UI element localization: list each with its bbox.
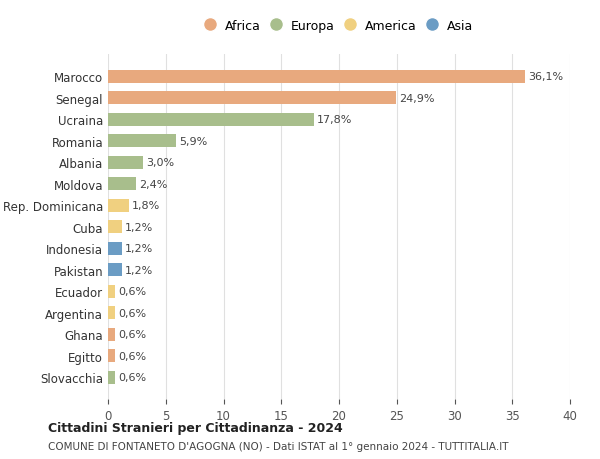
Text: 1,2%: 1,2% <box>125 265 154 275</box>
Text: 2,4%: 2,4% <box>139 179 167 189</box>
Text: 24,9%: 24,9% <box>399 94 434 104</box>
Bar <box>108 307 115 319</box>
Text: 0,6%: 0,6% <box>118 308 146 318</box>
Text: 0,6%: 0,6% <box>118 372 146 382</box>
Text: COMUNE DI FONTANETO D'AGOGNA (NO) - Dati ISTAT al 1° gennaio 2024 - TUTTITALIA.I: COMUNE DI FONTANETO D'AGOGNA (NO) - Dati… <box>48 441 509 451</box>
Bar <box>108 92 395 105</box>
Text: 1,2%: 1,2% <box>125 222 154 232</box>
Bar <box>108 285 115 298</box>
Bar <box>108 157 143 169</box>
Text: 17,8%: 17,8% <box>317 115 352 125</box>
Legend: Africa, Europa, America, Asia: Africa, Europa, America, Asia <box>202 17 476 37</box>
Bar <box>108 221 122 234</box>
Bar <box>108 113 314 127</box>
Bar <box>108 328 115 341</box>
Bar <box>108 135 176 148</box>
Text: 3,0%: 3,0% <box>146 158 174 168</box>
Text: 1,2%: 1,2% <box>125 244 154 254</box>
Bar <box>108 199 129 212</box>
Bar <box>108 349 115 362</box>
Bar <box>108 371 115 384</box>
Text: 0,6%: 0,6% <box>118 351 146 361</box>
Text: 0,6%: 0,6% <box>118 286 146 297</box>
Bar <box>108 242 122 255</box>
Text: 5,9%: 5,9% <box>179 136 208 146</box>
Text: 0,6%: 0,6% <box>118 330 146 339</box>
Bar <box>108 71 525 84</box>
Bar <box>108 178 136 191</box>
Text: 1,8%: 1,8% <box>132 201 161 211</box>
Text: Cittadini Stranieri per Cittadinanza - 2024: Cittadini Stranieri per Cittadinanza - 2… <box>48 421 343 434</box>
Text: 36,1%: 36,1% <box>529 72 563 82</box>
Bar <box>108 263 122 276</box>
